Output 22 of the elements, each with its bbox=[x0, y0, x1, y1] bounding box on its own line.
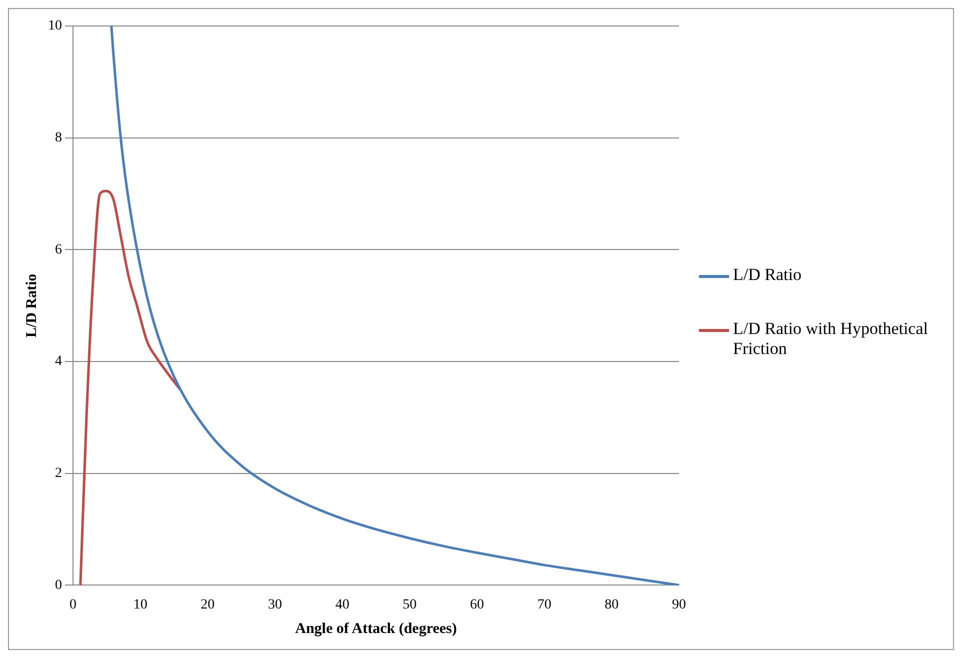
x-tick-label: 30 bbox=[268, 597, 282, 612]
x-tick-label: 50 bbox=[402, 597, 417, 612]
x-tick-label: 60 bbox=[470, 597, 484, 612]
line-series bbox=[79, 190, 182, 586]
x-tick-label: 20 bbox=[200, 597, 215, 612]
x-tick-label: 10 bbox=[133, 597, 148, 612]
y-tick-label: 2 bbox=[55, 466, 62, 482]
y-tick-label: 4 bbox=[55, 354, 62, 370]
line-series bbox=[110, 26, 679, 586]
y-tick-label: 8 bbox=[55, 130, 62, 146]
x-tick-label: 80 bbox=[604, 597, 619, 612]
x-tick-label: 0 bbox=[70, 597, 76, 612]
y-axis-title: L/D Ratio bbox=[24, 274, 40, 338]
legend-label: L/D Ratio with Hypothetical Friction bbox=[733, 319, 929, 359]
x-tick-label: 40 bbox=[335, 597, 350, 612]
x-tick-label: 90 bbox=[672, 597, 686, 612]
x-tick-label: 70 bbox=[537, 597, 552, 612]
legend-label: L/D Ratio bbox=[733, 265, 802, 285]
y-tick-label: 6 bbox=[55, 242, 62, 258]
y-tick-label: 0 bbox=[55, 578, 62, 593]
x-axis-title: Angle of Attack (degrees) bbox=[295, 620, 457, 637]
y-tick-label: 10 bbox=[48, 18, 62, 34]
